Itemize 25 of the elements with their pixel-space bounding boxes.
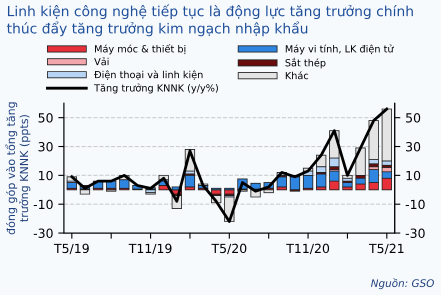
x-tick-label: T5/21 — [368, 244, 404, 254]
text: Nguồn: GSO — [370, 278, 434, 290]
x-tick-label: T11/19 — [128, 244, 172, 254]
y2-tick-label: 50 — [406, 113, 420, 123]
x-tick-label: T11/20 — [286, 244, 330, 254]
legend-label: Tăng trưởng KNNK (y/y%) — [94, 84, 218, 94]
y-tick-label: 50 — [38, 113, 53, 123]
x-tick-label: T5/19 — [54, 244, 89, 254]
legend-label: Điện thoại và linh kiện — [94, 70, 202, 80]
chart-title: Linh kiện công nghệ tiếp tục là động lực tăng trưởng chính thúc đẩy tăng trưởng kim ngạch nhập khẩu — [6, 4, 413, 36]
legend-label: Khác — [286, 71, 308, 80]
legend-label: Sắt thép — [286, 58, 326, 68]
y-tick-label: 30 — [38, 142, 53, 152]
x-tick-label: T5/20 — [211, 244, 246, 254]
y-axis-title: đóng góp vào tổng tăng trưởng KNNK (ppts) — [5, 102, 30, 234]
y-tick-label: -30 — [34, 228, 53, 238]
legend-label: Máy vi tính, LK điện tử — [286, 44, 394, 54]
y2-tick-label: -10 — [406, 200, 425, 210]
legend-label: Vải — [94, 57, 108, 66]
y2-tick-label: 30 — [406, 142, 420, 152]
y-tick-label: -10 — [34, 200, 53, 210]
y2-tick-label: 10 — [406, 170, 420, 180]
legend-label: Máy móc & thiết bị — [95, 44, 186, 54]
y2-tick-label: -30 — [406, 228, 425, 238]
y-tick-label: 10 — [38, 170, 53, 180]
